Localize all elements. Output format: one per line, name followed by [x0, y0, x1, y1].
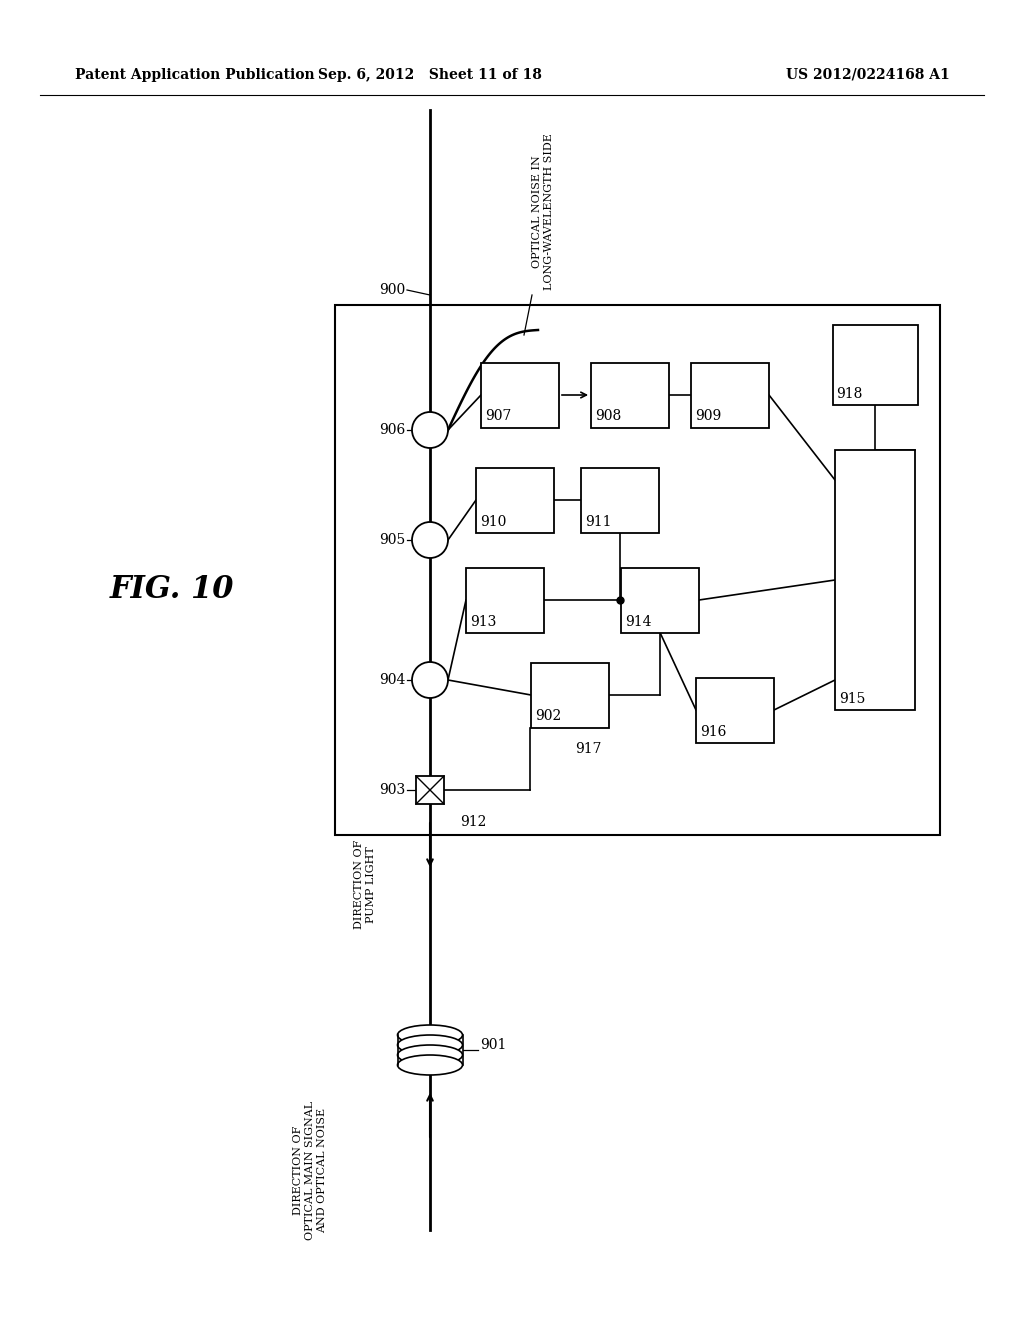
Text: 904: 904: [379, 673, 406, 686]
Ellipse shape: [397, 1045, 463, 1065]
Text: 916: 916: [700, 725, 726, 738]
Circle shape: [412, 412, 449, 447]
Bar: [833, 325, 918, 405]
Text: 912: 912: [460, 814, 486, 829]
Bar: [621, 568, 699, 632]
Text: 906: 906: [379, 422, 406, 437]
Bar: [591, 363, 669, 428]
Text: 900: 900: [379, 282, 406, 297]
Bar: [531, 663, 609, 727]
Text: Patent Application Publication: Patent Application Publication: [75, 69, 314, 82]
Ellipse shape: [397, 1035, 463, 1055]
Text: DIRECTION OF
PUMP LIGHT: DIRECTION OF PUMP LIGHT: [354, 840, 376, 929]
Bar: [481, 363, 559, 428]
Bar: [835, 450, 915, 710]
Bar: [696, 677, 774, 742]
Text: 918: 918: [837, 387, 863, 401]
Circle shape: [412, 521, 449, 558]
Ellipse shape: [397, 1026, 463, 1045]
Text: US 2012/0224168 A1: US 2012/0224168 A1: [786, 69, 950, 82]
Text: FIG. 10: FIG. 10: [110, 574, 234, 606]
Bar: [466, 568, 544, 632]
Text: 915: 915: [839, 692, 865, 706]
Text: 905: 905: [379, 533, 406, 546]
Text: 911: 911: [585, 515, 611, 528]
Bar: [581, 467, 659, 532]
Text: 901: 901: [480, 1038, 507, 1052]
Text: 908: 908: [595, 409, 622, 424]
Text: 914: 914: [625, 615, 651, 628]
Text: Sep. 6, 2012   Sheet 11 of 18: Sep. 6, 2012 Sheet 11 of 18: [318, 69, 542, 82]
Text: 913: 913: [470, 615, 497, 628]
Text: 902: 902: [535, 710, 561, 723]
Bar: [335, 305, 940, 836]
Circle shape: [412, 663, 449, 698]
Bar: [691, 363, 769, 428]
Text: 909: 909: [695, 409, 721, 424]
Text: DIRECTION OF
OPTICAL MAIN SIGNAL
AND OPTICAL NOISE: DIRECTION OF OPTICAL MAIN SIGNAL AND OPT…: [294, 1101, 327, 1239]
Text: 903: 903: [379, 783, 406, 797]
Bar: [416, 776, 444, 804]
Text: 917: 917: [575, 742, 601, 756]
Bar: [476, 467, 554, 532]
Text: 907: 907: [485, 409, 511, 424]
Ellipse shape: [397, 1055, 463, 1074]
Text: OPTICAL NOISE IN
LONG-WAVELENGTH SIDE: OPTICAL NOISE IN LONG-WAVELENGTH SIDE: [532, 133, 554, 290]
Text: 910: 910: [480, 515, 507, 528]
